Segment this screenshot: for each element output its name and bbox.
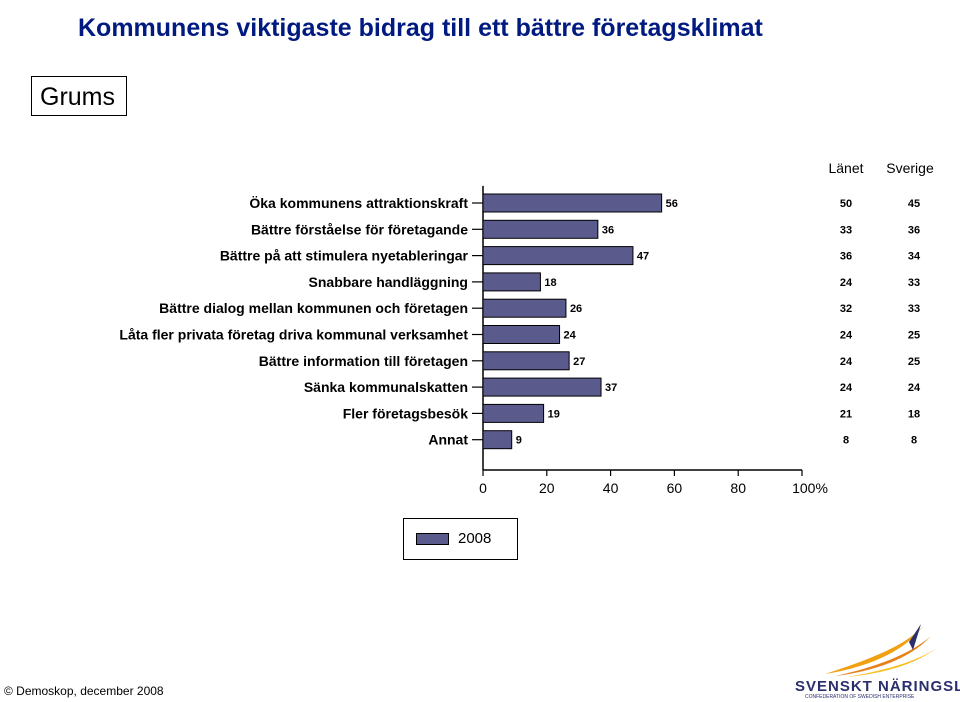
bar: [482, 325, 561, 344]
legend-label: 2008: [458, 530, 492, 547]
lanet-value: 24: [840, 330, 853, 342]
data-label: 37: [605, 382, 617, 394]
sverige-value: 8: [911, 435, 917, 447]
region-label: Grums: [31, 76, 127, 116]
header-sverige: Sverige: [886, 160, 934, 176]
x-tick-label: 0: [479, 480, 487, 496]
bar: [482, 430, 513, 450]
flame-icon: [825, 624, 937, 677]
lanet-value: 21: [840, 408, 852, 420]
data-label: 9: [516, 435, 522, 447]
bar: [482, 193, 663, 213]
category-label: Öka kommunens attraktionskraft: [249, 195, 468, 211]
lanet-value: 24: [840, 382, 853, 394]
category-label: Fler företagsbesök: [343, 405, 468, 421]
category-label: Låta fler privata företag driva kommunal…: [119, 327, 468, 343]
sverige-value: 25: [908, 356, 920, 368]
x-tick-label: 100%: [792, 480, 828, 496]
sverige-value: 36: [908, 224, 920, 236]
sverige-value: 45: [908, 198, 920, 210]
x-tick-label: 40: [603, 480, 619, 496]
category-label: Annat: [428, 432, 468, 448]
bar: [482, 219, 599, 239]
lanet-value: 24: [840, 356, 853, 368]
bar: [482, 403, 545, 423]
data-label: 36: [602, 224, 614, 236]
lanet-value: 36: [840, 251, 852, 263]
legend: 2008: [403, 518, 518, 560]
lanet-value: 24: [840, 277, 853, 289]
category-label: Snabbare handläggning: [309, 274, 468, 290]
bar: [482, 298, 567, 318]
sverige-value: 18: [908, 408, 920, 420]
sverige-value: 25: [908, 330, 920, 342]
bar: [482, 377, 602, 397]
category-label: Bättre förståelse för företagande: [251, 221, 468, 237]
data-label: 19: [548, 408, 560, 420]
page-title: Kommunens viktigaste bidrag till ett bät…: [78, 14, 763, 42]
lanet-value: 33: [840, 224, 852, 236]
sverige-value: 33: [908, 277, 920, 289]
x-tick-label: 80: [730, 480, 746, 496]
x-tick-label: 60: [667, 480, 683, 496]
sverige-value: 33: [908, 303, 920, 315]
bar: [482, 351, 570, 371]
bar: [482, 246, 634, 266]
data-label: 26: [570, 303, 582, 315]
sverige-value: 34: [908, 251, 921, 263]
data-label: 18: [544, 277, 556, 289]
category-label: Sänka kommunalskatten: [304, 379, 468, 395]
logo-name: SVENSKT NÄRINGSLIV: [795, 678, 960, 695]
category-label: Bättre på att stimulera nyetableringar: [220, 248, 469, 264]
lanet-value: 32: [840, 303, 852, 315]
legend-swatch: [416, 533, 449, 545]
data-label: 56: [666, 198, 678, 210]
data-label: 47: [637, 251, 649, 263]
copyright-footer: © Demoskop, december 2008: [4, 684, 164, 698]
lanet-value: 50: [840, 198, 852, 210]
header-lanet: Länet: [828, 160, 863, 176]
lanet-value: 8: [843, 435, 849, 447]
category-label: Bättre information till företagen: [259, 353, 468, 369]
bar: [482, 272, 541, 292]
sverige-value: 24: [908, 382, 921, 394]
data-label: 27: [573, 356, 585, 368]
svenskt-naringsliv-logo: SVENSKT NÄRINGSLIV CONFEDERATION OF SWED…: [795, 622, 960, 700]
x-tick-label: 20: [539, 480, 555, 496]
data-label: 24: [564, 330, 577, 342]
logo-subtitle: CONFEDERATION OF SWEDISH ENTERPRISE: [805, 694, 915, 700]
category-label: Bättre dialog mellan kommunen och företa…: [159, 300, 468, 316]
